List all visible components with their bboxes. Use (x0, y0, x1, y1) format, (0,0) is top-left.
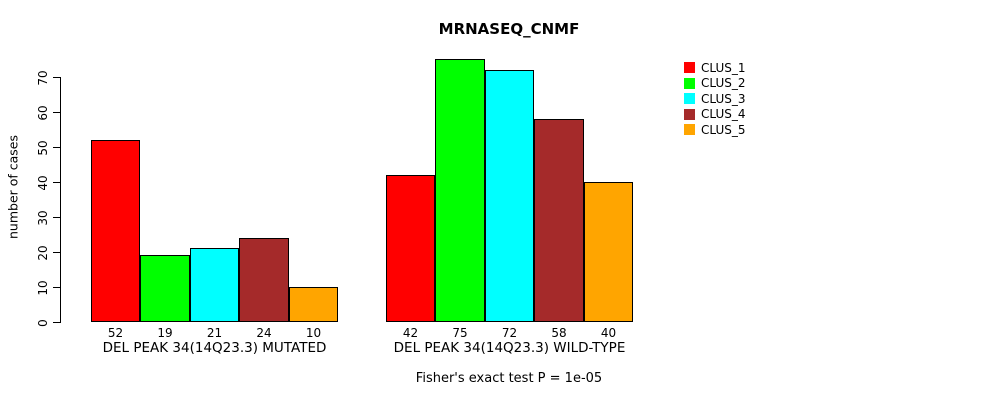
bar-clus_3-group1 (190, 248, 239, 322)
legend-item-clus_5: CLUS_5 (684, 122, 746, 137)
legend-item-clus_2: CLUS_2 (684, 76, 746, 91)
legend-item-clus_3: CLUS_3 (684, 91, 746, 106)
y-axis-label: number of cases (5, 134, 21, 240)
bar-clus_1-group1 (91, 140, 140, 322)
group-label: DEL PEAK 34(14Q23.3) MUTATED (102, 340, 327, 356)
legend-label: CLUS_5 (701, 122, 746, 137)
y-tick-label: 60 (36, 104, 50, 121)
bar-clus_2-group2 (435, 59, 485, 322)
legend-swatch (684, 124, 695, 136)
bar-clus_5-group1 (289, 287, 338, 322)
legend-swatch (684, 62, 695, 74)
bar-value-label: 58 (551, 326, 567, 340)
y-tick-label: 40 (36, 174, 50, 191)
bar-value-label: 19 (157, 326, 173, 340)
bar-clus_2-group1 (140, 255, 190, 322)
legend-item-clus_1: CLUS_1 (684, 60, 746, 75)
y-tick-label: 0 (36, 318, 50, 327)
bar-value-label: 72 (501, 326, 518, 340)
y-tick-label: 20 (36, 244, 50, 261)
legend-label: CLUS_3 (701, 91, 746, 106)
y-tick (53, 322, 60, 323)
bar-value-label: 10 (305, 326, 322, 340)
y-tick (53, 112, 60, 113)
legend-swatch (684, 93, 695, 105)
legend-swatch (684, 77, 695, 89)
y-tick (53, 287, 60, 288)
y-tick (53, 252, 60, 253)
y-tick-label: 30 (36, 209, 50, 226)
y-axis (60, 77, 61, 323)
bar-clus_4-group1 (239, 238, 289, 322)
y-tick (53, 217, 60, 218)
legend-label: CLUS_2 (701, 76, 746, 91)
bar-value-label: 75 (452, 326, 468, 340)
bar-value-label: 42 (402, 326, 419, 340)
legend-label: CLUS_4 (701, 107, 746, 122)
bar-clus_3-group2 (485, 70, 534, 322)
fisher-test-annotation: Fisher's exact test P = 1e-05 (415, 371, 603, 386)
group-label: DEL PEAK 34(14Q23.3) WILD-TYPE (393, 340, 626, 356)
y-tick-label: 10 (36, 279, 50, 296)
bar-value-label: 21 (206, 326, 223, 340)
chart-title: MRNASEQ_CNMF (438, 20, 580, 38)
bar-clus_5-group2 (584, 182, 633, 322)
bar-clus_1-group2 (386, 175, 435, 322)
y-tick (53, 147, 60, 148)
bar-value-label: 52 (107, 326, 124, 340)
y-tick-label: 50 (36, 139, 50, 156)
y-tick (53, 182, 60, 183)
bar-value-label: 40 (600, 326, 617, 340)
legend-label: CLUS_1 (701, 60, 746, 75)
legend-item-clus_4: CLUS_4 (684, 107, 746, 122)
y-tick-label: 70 (36, 69, 50, 86)
legend-swatch (684, 108, 695, 120)
bar-clus_4-group2 (534, 119, 584, 322)
bar-value-label: 24 (256, 326, 272, 340)
y-tick (53, 77, 60, 78)
